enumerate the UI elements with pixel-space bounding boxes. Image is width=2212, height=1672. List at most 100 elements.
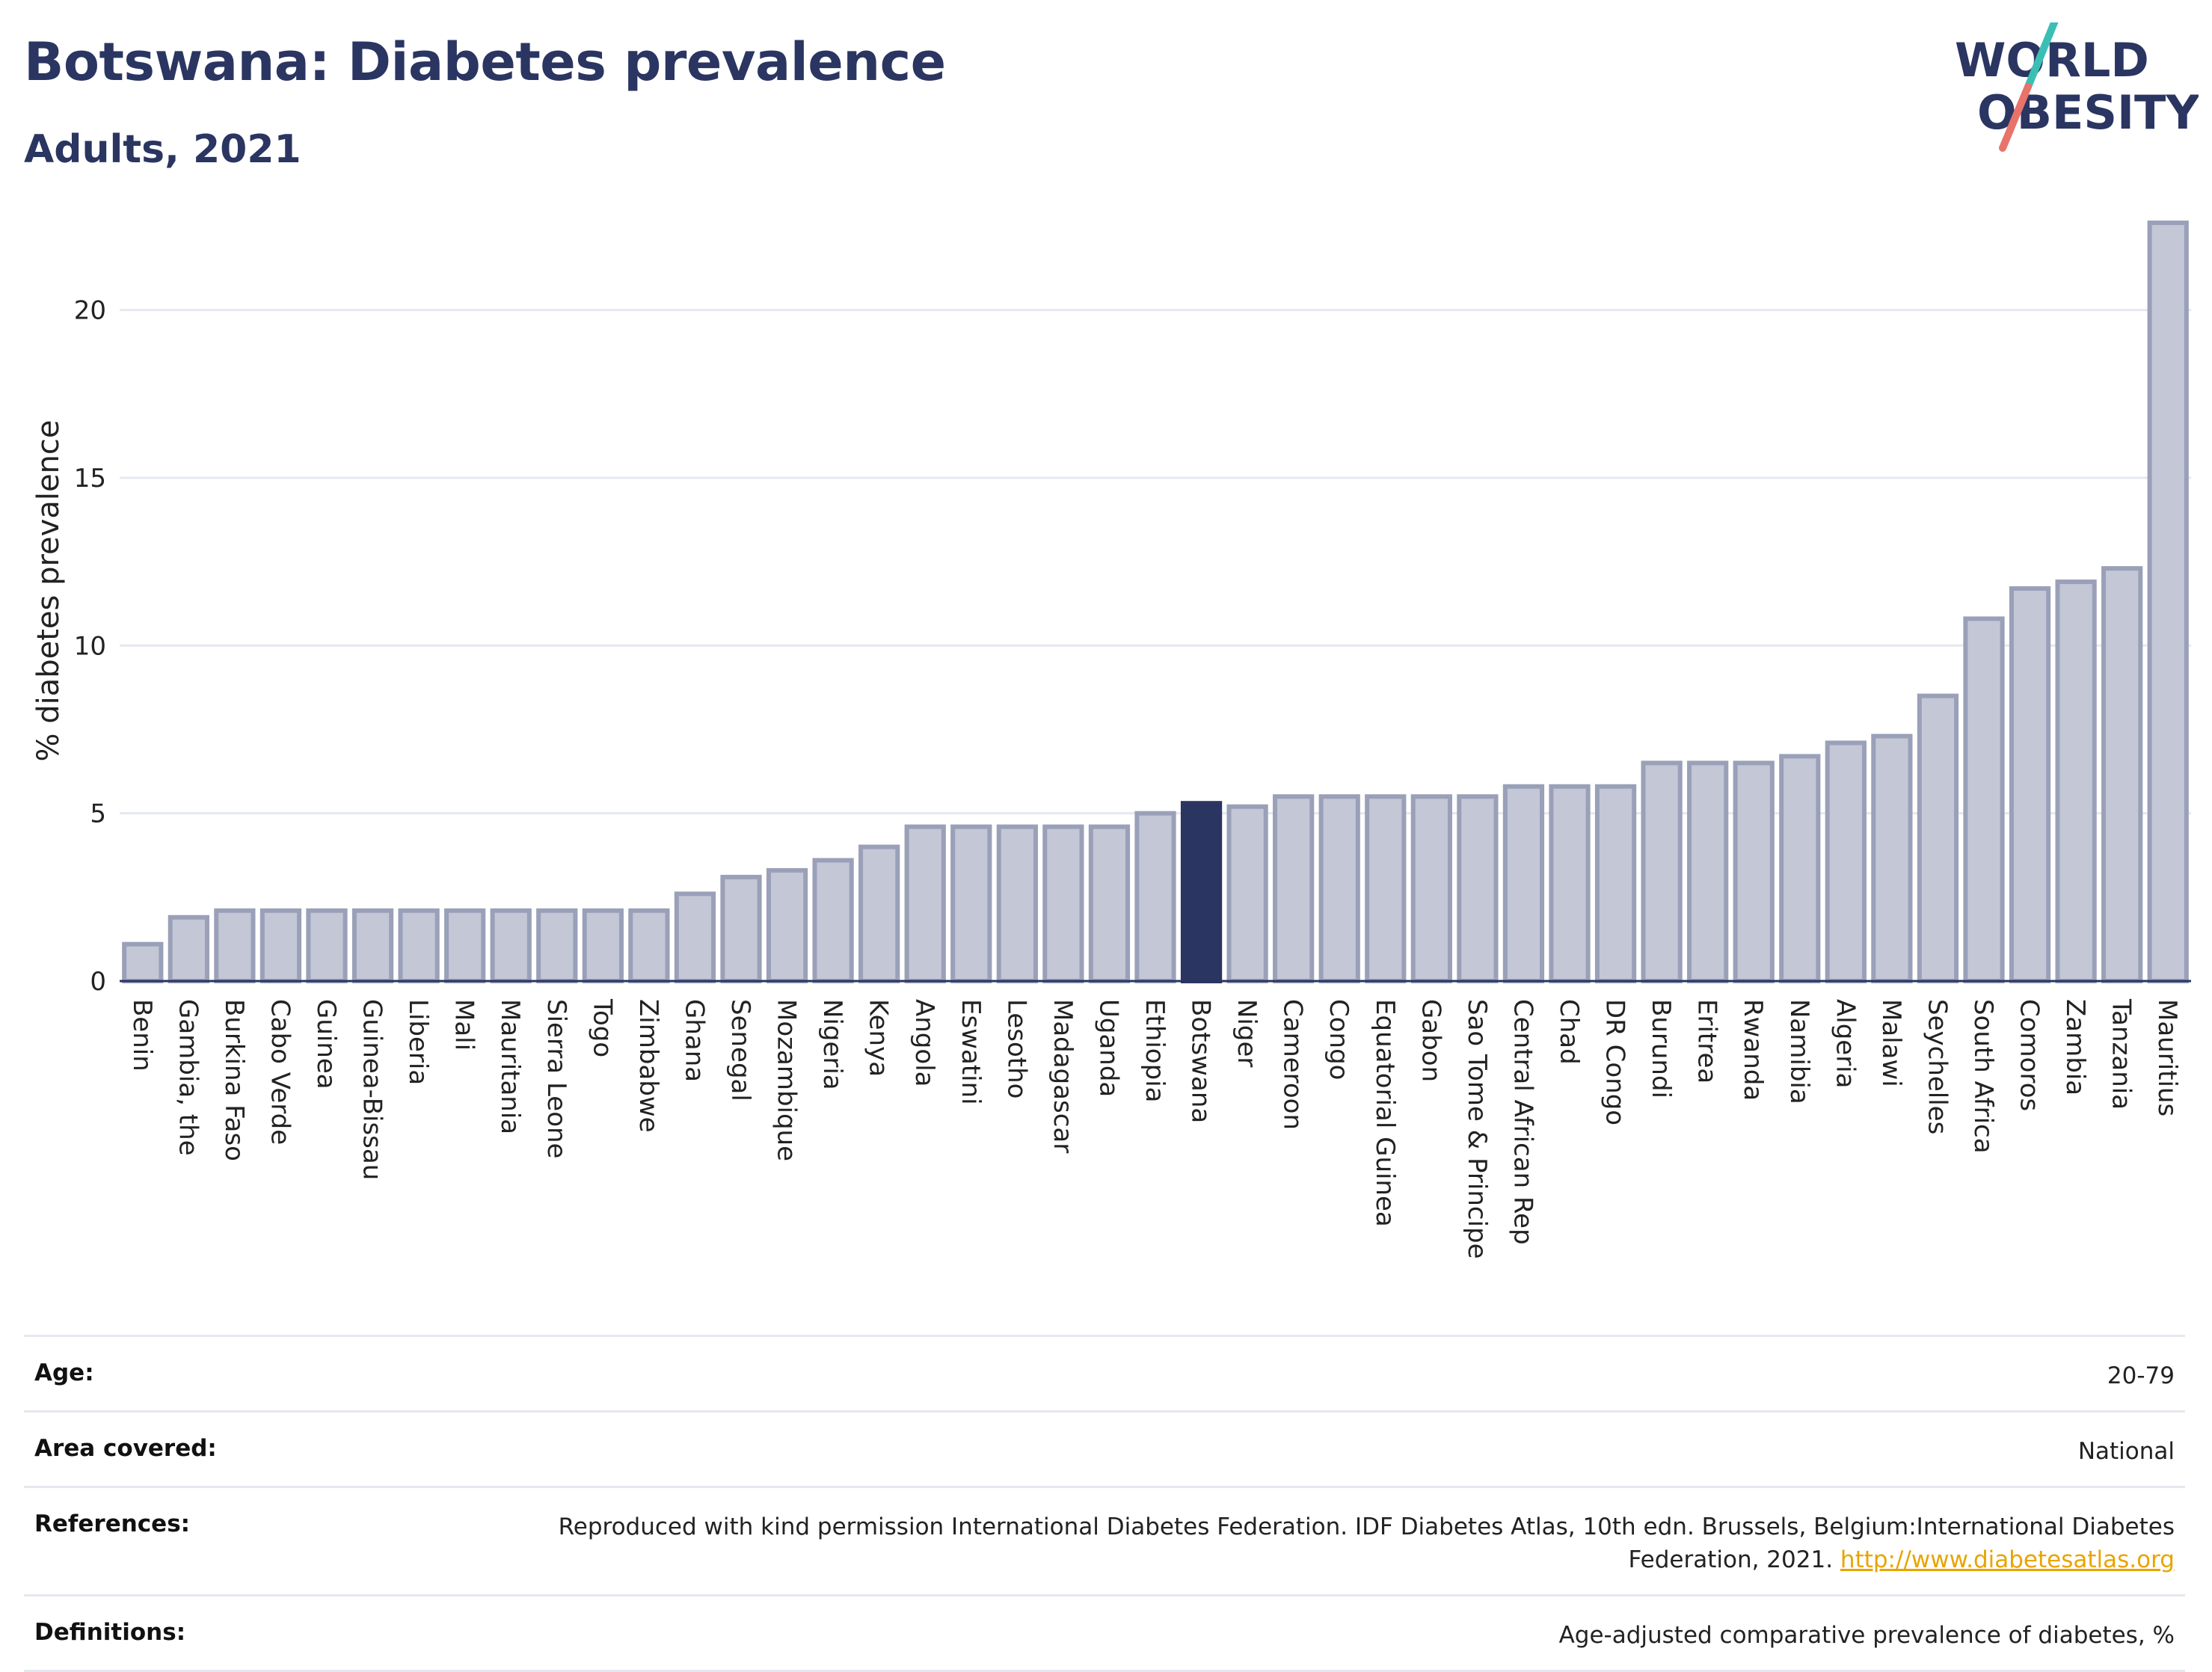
x-tick-label: Burkina Faso — [219, 999, 249, 1161]
meta-value: Reproduced with kind permission Internat… — [529, 1510, 2175, 1576]
bar-kenya — [858, 844, 900, 983]
bar-comoros — [2009, 586, 2051, 983]
bar-central-african-rep — [1502, 784, 1545, 983]
x-tick-label: Nigeria — [817, 999, 847, 1090]
x-tick-label: Algeria — [1830, 999, 1860, 1088]
bar-uganda — [1088, 824, 1131, 983]
x-tick-label: Equatorial Guinea — [1370, 999, 1400, 1227]
x-tick-label: Sierra Leone — [541, 999, 571, 1158]
bar-botswana — [1180, 801, 1223, 983]
bars — [122, 220, 2189, 984]
bar-niger — [1226, 804, 1268, 983]
bar-ghana — [674, 891, 716, 983]
x-tick-label: Chad — [1554, 999, 1584, 1065]
bar-senegal — [720, 874, 762, 983]
bar-burkina-faso — [214, 908, 256, 984]
x-tick-label: Mozambique — [772, 999, 802, 1161]
x-tick-label: Comoros — [2015, 999, 2044, 1111]
x-tick-label: DR Congo — [1600, 999, 1630, 1125]
y-tick-label: 5 — [90, 799, 106, 829]
category-labels: Benin Gambia, the Burkina Faso Cabo Verde Gu… — [127, 998, 2182, 1259]
bar-burundi — [1641, 760, 1683, 983]
world-obesity-logo: WORLD OBESITY — [1955, 22, 2199, 152]
bar-eswatini — [950, 824, 992, 983]
bar-seychelles — [1917, 693, 1959, 983]
meta-key: Age: — [34, 1359, 94, 1386]
x-tick-label: Uganda — [1093, 999, 1123, 1097]
bar-gambia-the — [168, 915, 209, 983]
bar-congo — [1318, 794, 1360, 984]
x-tick-label: Mali — [449, 999, 479, 1051]
x-tick-label: Central African Rep — [1508, 999, 1537, 1245]
x-tick-label: Kenya — [864, 999, 894, 1077]
x-tick-label: Gambia, the — [173, 999, 203, 1156]
bar-madagascar — [1042, 824, 1084, 983]
x-tick-label: Ghana — [679, 999, 709, 1082]
x-tick-label: Congo — [1324, 999, 1354, 1080]
x-tick-label: Angola — [909, 999, 939, 1087]
x-tick-label: Mauritius — [2152, 999, 2182, 1116]
x-tick-label: Mauritania — [495, 999, 525, 1134]
bar-mauritius — [2147, 220, 2189, 983]
x-tick-label: South Africa — [1968, 999, 1998, 1154]
x-tick-label: Benin — [127, 999, 157, 1072]
bar-togo — [582, 908, 624, 984]
bar-cabo-verde — [259, 908, 302, 984]
meta-row-references: References: Reproduced with kind permiss… — [24, 1486, 2185, 1594]
y-tick-label: 15 — [74, 464, 106, 494]
bar-south-africa — [1963, 616, 2005, 983]
bar-rwanda — [1733, 760, 1775, 983]
meta-key: Area covered: — [34, 1435, 217, 1462]
x-tick-label: Rwanda — [1738, 999, 1768, 1101]
bar-tanzania — [2101, 566, 2143, 983]
bar-eritrea — [1687, 760, 1729, 983]
bar-nigeria — [812, 858, 854, 984]
x-tick-label: Botswana — [1186, 999, 1216, 1123]
bar-guinea — [306, 908, 348, 984]
x-tick-label: Seychelles — [1922, 999, 1952, 1134]
meta-row-area: Area covered: National — [24, 1410, 2185, 1486]
x-tick-label: Guinea-Bissau — [357, 999, 387, 1180]
x-tick-label: Lesotho — [1001, 999, 1031, 1098]
bar-zimbabwe — [628, 908, 670, 984]
bar-malawi — [1871, 734, 1913, 983]
x-tick-label: Namibia — [1784, 999, 1814, 1104]
bar-chad — [1549, 784, 1591, 983]
logo-line-1: WORLD — [1955, 33, 2149, 87]
references-link[interactable]: http://www.diabetesatlas.org — [1840, 1546, 2175, 1573]
y-tick-label: 20 — [74, 296, 106, 326]
x-tick-label: Eswatini — [956, 999, 986, 1105]
bar-liberia — [398, 908, 440, 984]
bar-cameroon — [1273, 794, 1315, 984]
x-tick-label: Niger — [1232, 999, 1262, 1067]
meta-value: 20-79 — [2107, 1362, 2175, 1389]
chart-title: Botswana: Diabetes prevalence — [24, 31, 946, 93]
x-tick-label: Malawi — [1876, 999, 1906, 1087]
logo-slash-top — [2024, 22, 2059, 90]
bar-mozambique — [766, 867, 808, 983]
x-tick-label: Cameroon — [1278, 999, 1308, 1130]
x-tick-label: Sao Tome & Principe — [1462, 999, 1492, 1259]
x-tick-label: Madagascar — [1048, 999, 1078, 1153]
logo-slash-bottom — [1999, 83, 2032, 152]
x-tick-label: Gabon — [1416, 999, 1446, 1082]
bar-sierra-leone — [536, 908, 578, 984]
bar-sao-tome-principe — [1457, 794, 1499, 984]
bar-namibia — [1779, 754, 1821, 983]
bar-gabon — [1410, 794, 1452, 984]
meta-value: Age-adjusted comparative prevalence of d… — [1558, 1622, 2175, 1649]
meta-row-definitions: Definitions: Age-adjusted comparative pr… — [24, 1594, 2185, 1672]
x-tick-label: Liberia — [403, 999, 433, 1085]
y-tick-label: 0 — [90, 967, 106, 997]
bar-algeria — [1825, 740, 1867, 983]
y-axis-title: % diabetes prevalence — [31, 419, 66, 761]
meta-row-age: Age: 20-79 — [24, 1335, 2185, 1410]
x-tick-label: Zambia — [2060, 999, 2090, 1095]
metadata-table: Age: 20-79 Area covered: National Refere… — [24, 1335, 2185, 1672]
bar-lesotho — [996, 824, 1038, 983]
x-tick-label: Ethiopia — [1140, 999, 1170, 1102]
y-tick-label: 10 — [74, 631, 106, 661]
bar-benin — [122, 941, 164, 983]
x-tick-label: Eritrea — [1692, 999, 1722, 1084]
x-tick-label: Burundi — [1646, 999, 1676, 1098]
